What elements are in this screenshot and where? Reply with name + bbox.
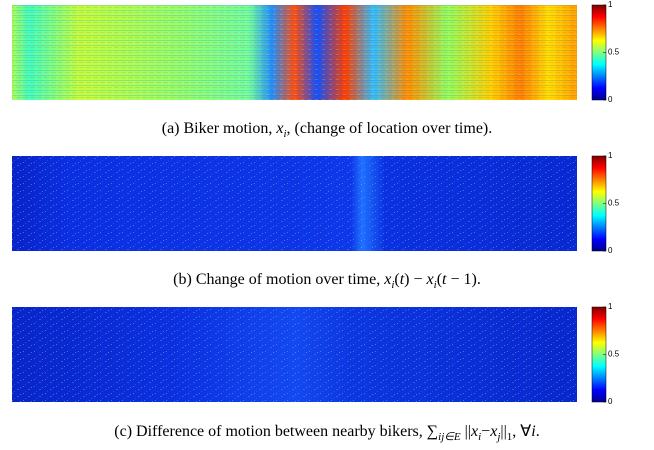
colorbar-tick-label: 0 (608, 246, 613, 255)
caption-text: (b) Change of motion over time, (173, 271, 385, 288)
heatmap-texture (12, 307, 577, 402)
caption-math: || (460, 423, 471, 440)
caption: (a) Biker motion, xi, (change of locatio… (0, 120, 654, 140)
colorbar-tick-label: 0.5 (608, 48, 620, 57)
colorbar-tick-label: 1 (608, 0, 613, 9)
colorbar-tick-label: 1 (608, 302, 613, 311)
caption-text: (c) Difference of motion between nearby … (114, 423, 427, 440)
colorbar-tick-label: 0.5 (608, 350, 620, 359)
caption-math: i (433, 279, 437, 291)
caption-math: t (399, 271, 405, 288)
caption-math: ( (436, 271, 443, 288)
caption-math: x (471, 423, 479, 440)
caption-math: i (283, 128, 287, 140)
caption-text: (a) Biker motion, (161, 120, 277, 137)
caption-math: 1 (506, 431, 513, 443)
caption-math: x (426, 271, 434, 288)
caption-math: ( (394, 271, 400, 288)
caption-math: x (276, 120, 284, 137)
caption-math: j (497, 431, 501, 443)
heatmap-texture (12, 156, 577, 251)
caption-math: || (500, 423, 507, 440)
caption-math: i (478, 431, 482, 443)
caption: (c) Difference of motion between nearby … (0, 421, 654, 443)
caption-math: i (391, 279, 395, 291)
caption-text: , (change of location over time). (286, 120, 493, 137)
caption-math: . (535, 423, 540, 440)
caption-math: − 1). (446, 271, 481, 288)
caption-math: i (531, 423, 536, 440)
caption: (b) Change of motion over time, xi(t) − … (0, 271, 654, 291)
caption-math: t (442, 271, 447, 288)
caption-math: , ∀ (512, 423, 532, 440)
colorbar-tick-label: 0 (608, 95, 613, 104)
colorbar-tick-label: 0.5 (608, 199, 620, 208)
caption-math: ∑ (426, 423, 439, 440)
caption-math: ij∈E (438, 431, 461, 443)
heatmap-texture (12, 5, 577, 100)
caption-math: x (490, 423, 498, 440)
caption-math: x (384, 271, 392, 288)
colorbar-tick-label: 1 (608, 151, 613, 160)
colorbar-tick-label: 0 (608, 397, 613, 406)
caption-math: ) − (404, 271, 427, 288)
caption-math: − (481, 423, 491, 440)
